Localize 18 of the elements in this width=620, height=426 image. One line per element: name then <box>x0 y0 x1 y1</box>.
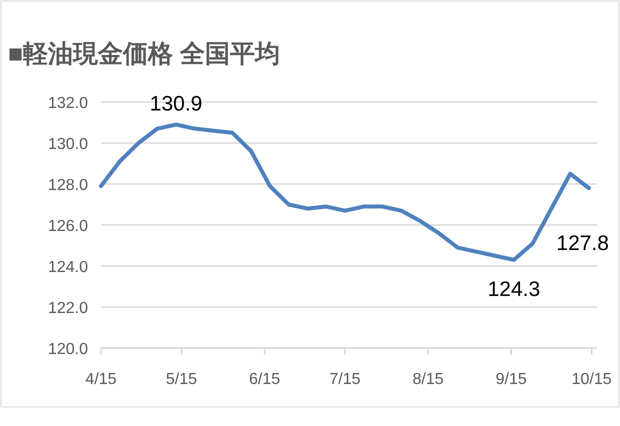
x-tick-label: 8/15 <box>412 371 444 388</box>
y-tick-label: 122.0 <box>48 300 88 317</box>
y-tick-label: 120.0 <box>48 341 88 358</box>
x-tick-label: 6/15 <box>248 371 280 388</box>
y-tick-label: 128.0 <box>48 177 88 194</box>
data-label: 127.8 <box>556 232 609 256</box>
chart-title: ■軽油現金価格 全国平均 <box>8 40 280 68</box>
x-tick-label: 4/15 <box>85 371 117 388</box>
y-tick-label: 126.0 <box>48 218 88 235</box>
x-tick-label: 5/15 <box>166 371 198 388</box>
y-tick-label: 132.0 <box>48 95 88 112</box>
data-label: 130.9 <box>150 92 202 116</box>
y-tick-label: 124.0 <box>48 259 88 276</box>
x-tick-label: 7/15 <box>329 371 361 388</box>
x-tick-label: 9/15 <box>496 371 527 388</box>
data-label: 124.3 <box>488 278 540 301</box>
y-tick-label: 130.0 <box>48 136 88 153</box>
x-tick-label: 10/15 <box>572 371 612 388</box>
